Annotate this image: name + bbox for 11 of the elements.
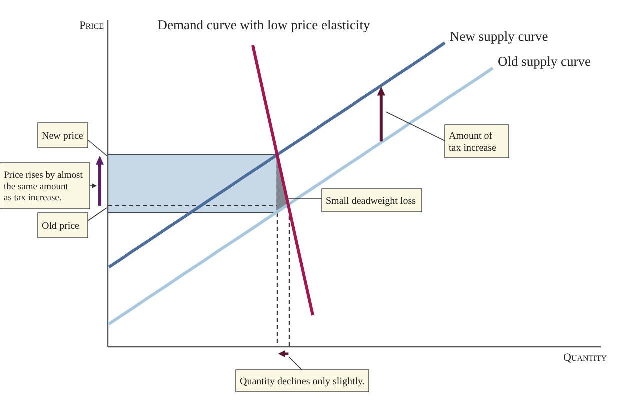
annotation: Small deadweight loss: [326, 196, 416, 207]
text: New price: [42, 131, 84, 142]
y-axis-title: Price: [80, 20, 104, 32]
series-label: Old supply curve: [498, 54, 591, 70]
series-label: New supply curve: [450, 29, 548, 44]
series-label: Demand curve with low price elasticity: [158, 17, 371, 32]
x-axis-title: Quantity: [564, 352, 608, 364]
annotation: Amount of tax increase: [449, 131, 498, 154]
text: Quantity declines only slightly.: [240, 376, 365, 388]
text: Price rises by almost the same amount as tax increase.: [4, 170, 84, 204]
text: Old price: [42, 221, 80, 232]
